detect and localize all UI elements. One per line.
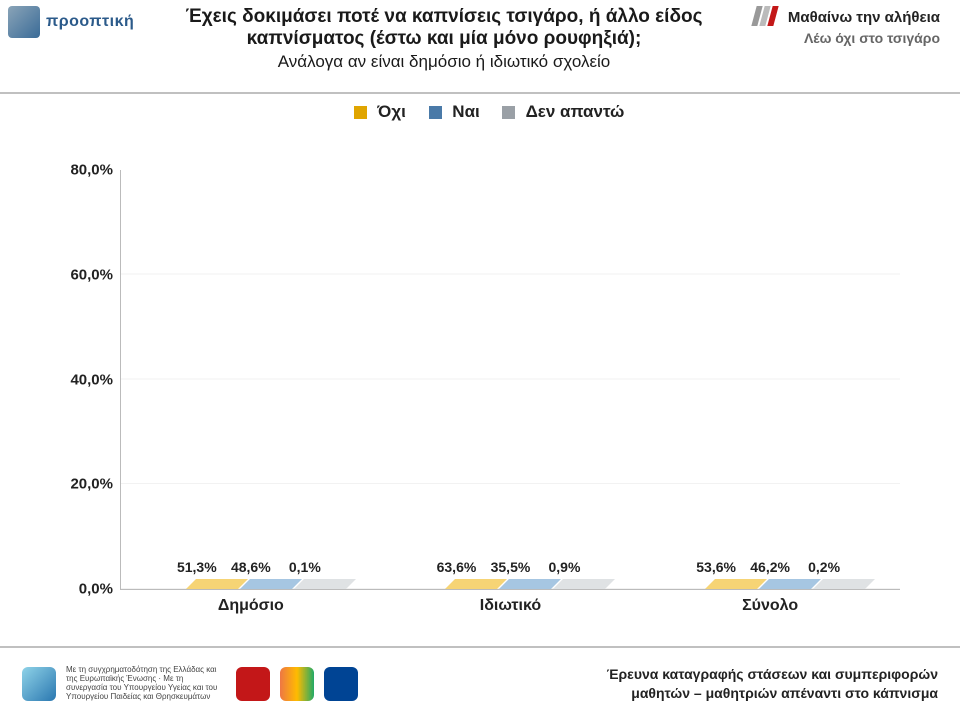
legend: Όχι Ναι Δεν απαντώ — [0, 102, 960, 122]
bar-value-label: 51,3% — [177, 559, 217, 575]
y-tick: 40,0% — [63, 371, 113, 388]
bar-value-label: 0,9% — [548, 559, 580, 575]
sponsor-badge-icon — [236, 667, 270, 701]
sponsor-badge-icon — [280, 667, 314, 701]
bar-value-label: 46,2% — [750, 559, 790, 575]
header: προοπτική Έχεις δοκιμάσει ποτέ να καπνίσ… — [0, 0, 960, 94]
logo-left: προοπτική — [8, 6, 134, 38]
title-line3: Ανάλογα αν είναι δημόσιο ή ιδιωτικό σχολ… — [144, 50, 743, 72]
legend-swatch-nai — [429, 106, 442, 119]
y-tick: 80,0% — [63, 162, 113, 179]
legend-label-den: Δεν απαντώ — [526, 102, 625, 121]
title-line2: καπνίσματος (έστω και μία μόνο ρουφηξιά)… — [144, 28, 743, 50]
legend-swatch-ochi — [354, 106, 367, 119]
chart: 0,0%20,0%40,0%60,0%80,0%51,3%48,6%0,1%Δη… — [60, 170, 910, 620]
sponsor-badge-icon — [324, 667, 358, 701]
right-line1: Μαθαίνω την αλήθεια — [754, 6, 940, 30]
x-category-label: Δημόσιο — [121, 589, 381, 615]
footer: Με τη συγχρηματοδότηση της Ελλάδας και τ… — [0, 646, 960, 720]
y-tick: 0,0% — [63, 581, 113, 598]
bar-value-label: 53,6% — [696, 559, 736, 575]
bar-value-label: 0,2% — [808, 559, 840, 575]
bars-logo-icon — [754, 6, 778, 30]
title-line1: Έχεις δοκιμάσει ποτέ να καπνίσεις τσιγάρ… — [144, 6, 743, 28]
footer-tiny: Με τη συγχρηματοδότηση της Ελλάδας και τ… — [66, 666, 226, 701]
logo-left-text: προοπτική — [46, 13, 134, 31]
bar-value-label: 48,6% — [231, 559, 271, 575]
right-line1-text: Μαθαίνω την αλήθεια — [788, 9, 940, 26]
legend-swatch-den — [502, 106, 515, 119]
sponsor-badge-icon — [22, 667, 56, 701]
logo-right: Μαθαίνω την αλήθεια Λέω όχι στο τσιγάρο — [754, 6, 940, 46]
y-tick: 60,0% — [63, 266, 113, 283]
legend-label-ochi: Όχι — [377, 102, 406, 121]
y-tick: 20,0% — [63, 476, 113, 493]
plot-area: 0,0%20,0%40,0%60,0%80,0%51,3%48,6%0,1%Δη… — [120, 170, 900, 590]
footer-right-line1: Έρευνα καταγραφής στάσεων και συμπεριφορ… — [607, 665, 938, 684]
bar-value-label: 35,5% — [491, 559, 531, 575]
title-block: Έχεις δοκιμάσει ποτέ να καπνίσεις τσιγάρ… — [134, 6, 753, 72]
legend-label-nai: Ναι — [452, 102, 479, 121]
footer-left: Με τη συγχρηματοδότηση της Ελλάδας και τ… — [22, 666, 607, 701]
footer-right-line2: μαθητών – μαθητριών απέναντι στο κάπνισμ… — [607, 684, 938, 703]
bar-value-label: 63,6% — [437, 559, 477, 575]
right-line2: Λέω όχι στο τσιγάρο — [754, 30, 940, 46]
logo-mark-icon — [8, 6, 40, 38]
x-category-label: Σύνολο — [640, 589, 900, 615]
bar-value-label: 0,1% — [289, 559, 321, 575]
footer-right: Έρευνα καταγραφής στάσεων και συμπεριφορ… — [607, 665, 938, 703]
x-category-label: Ιδιωτικό — [381, 589, 641, 615]
